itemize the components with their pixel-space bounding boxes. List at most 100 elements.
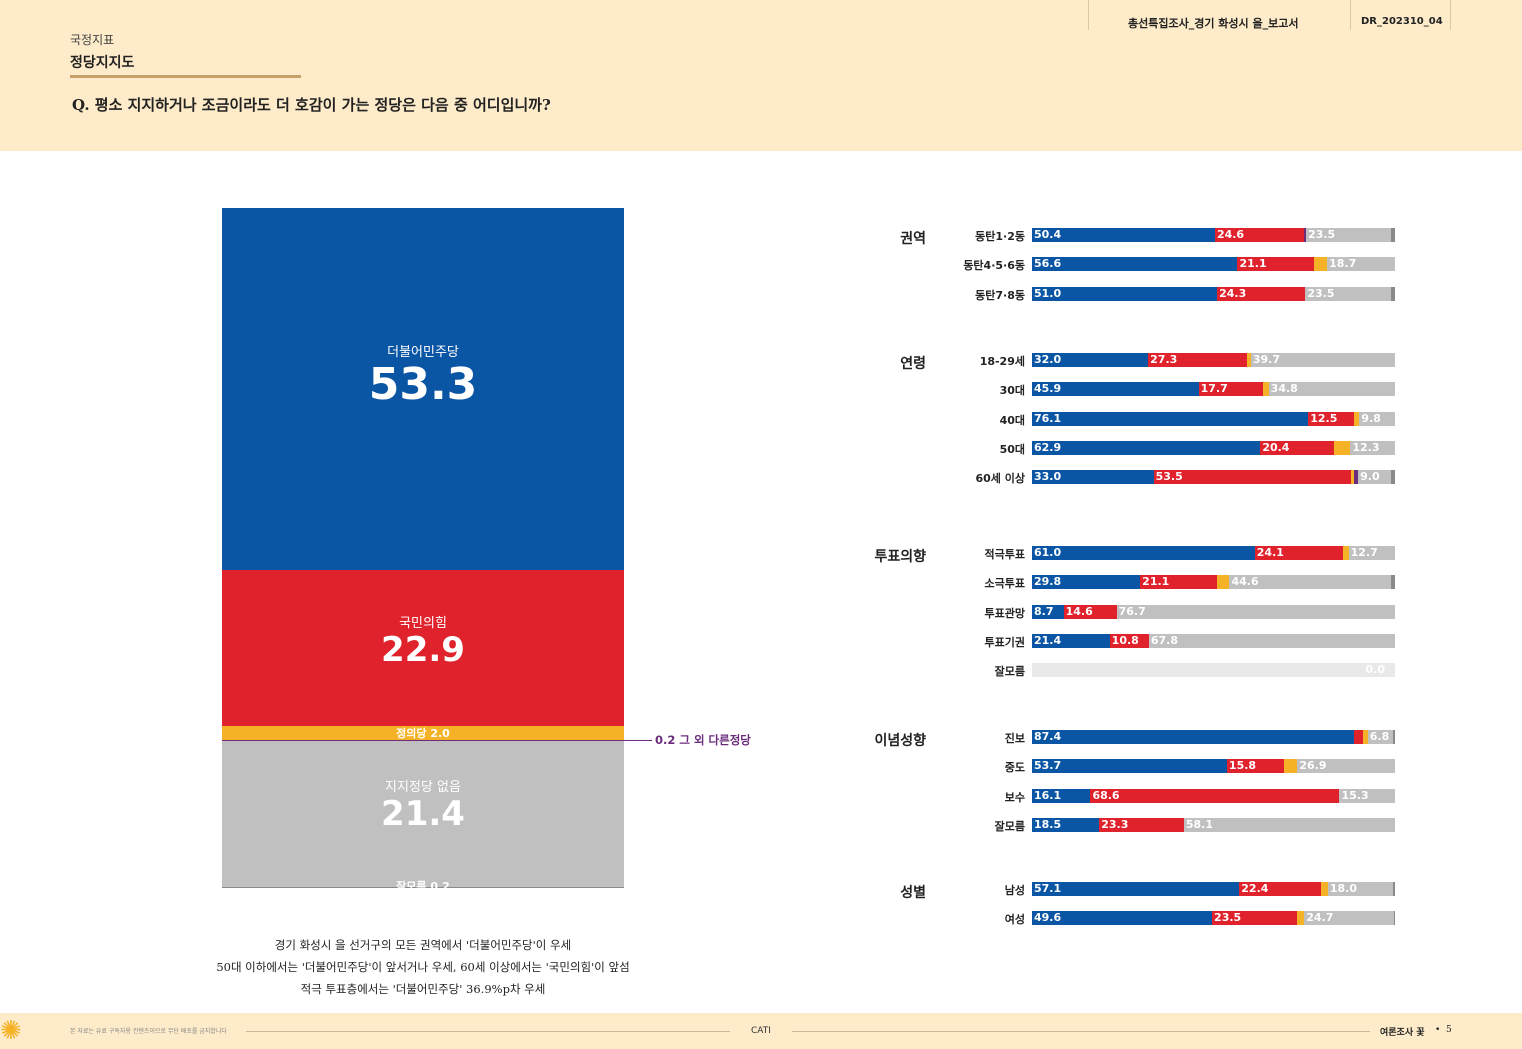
bar-segment-democratic	[1032, 575, 1141, 590]
value-label: 21.1	[1142, 575, 1170, 589]
value-label: 24.7	[1306, 911, 1334, 925]
row-label: 동탄1·2동	[975, 230, 1025, 243]
group-label: 성별	[900, 885, 926, 901]
value-label: 62.9	[1034, 440, 1062, 454]
value-label: 50.4	[1034, 228, 1062, 241]
bar-segment-ppp	[1140, 575, 1217, 590]
value-label: 33.0	[1034, 470, 1062, 484]
value-label: 0.0	[1365, 663, 1386, 677]
bar-segment-democratic	[1032, 470, 1154, 485]
bar-segment-dont-know	[222, 886, 624, 888]
other-party-leader-line	[624, 740, 652, 742]
value-label: 17.7	[1200, 382, 1228, 396]
bar-segment-none	[1250, 353, 1395, 367]
bar-segment-ppp	[1214, 228, 1305, 242]
bar-segment-ppp	[222, 570, 624, 727]
value-label: 32.0	[1034, 353, 1062, 366]
bar-segment-justice	[222, 726, 624, 740]
row-label: 동탄4·5·6동	[963, 259, 1025, 273]
bar-segment-democratic	[1032, 730, 1354, 744]
row-label: 진보	[1004, 732, 1025, 745]
bar-segment-democratic	[222, 208, 624, 571]
segment-value-none: 21.4	[381, 793, 465, 834]
value-label: 21.4	[1034, 633, 1062, 647]
bar-segment-dk	[1392, 730, 1395, 744]
row-stacked-bar: 33.0 53.5 9.0	[1032, 470, 1395, 485]
row-stacked-bar: 49.6 23.5 24.7	[1032, 911, 1395, 926]
header-divider	[1350, 0, 1351, 30]
bar-segment-justice	[1362, 730, 1368, 744]
flower-logo-icon: ✺	[0, 1016, 22, 1046]
value-label: 20.4	[1262, 440, 1290, 454]
footer-rule	[246, 1031, 730, 1032]
segment-name-ppp: 국민의힘	[399, 616, 447, 632]
title-underline	[70, 75, 301, 78]
value-label: 53.7	[1034, 759, 1062, 773]
row-stacked-bar: 32.0 27.3 39.7	[1032, 353, 1395, 367]
bar-segment-none	[1306, 228, 1392, 242]
bar-segment-dk	[1391, 575, 1395, 590]
footer-disclaimer: 본 자료는 유료 구독자용 컨텐츠이므로 무단 배포를 금지합니다	[70, 1028, 227, 1035]
bar-segment-democratic	[1032, 228, 1215, 242]
summary-line: 50대 이하에서는 '더불어민주당'이 앞서거나 우세, 60세 이상에서는 '…	[216, 960, 630, 974]
value-label: 76.1	[1034, 411, 1062, 425]
value-label: 14.6	[1065, 604, 1093, 618]
value-label: 49.6	[1034, 911, 1062, 925]
row-stacked-bar: 45.9 17.7 34.8	[1032, 382, 1395, 397]
bar-segment-democratic	[1032, 911, 1213, 926]
row-stacked-bar: 61.0 24.1 12.7	[1032, 546, 1395, 560]
bar-segment-dk	[1391, 228, 1395, 242]
bar-segment-democratic	[1032, 382, 1199, 397]
value-label: 44.6	[1231, 575, 1259, 589]
row-stacked-bar: 8.7 14.6 76.7	[1032, 604, 1395, 619]
value-label: 29.8	[1034, 575, 1062, 589]
footer-page-number: 5	[1446, 1025, 1452, 1035]
group-label: 권역	[900, 231, 926, 247]
row-label: 적극투표	[984, 548, 1025, 561]
bar-segment-democratic	[1032, 759, 1227, 774]
footer-method: CATI	[751, 1026, 771, 1036]
report-code: DR_202310_04	[1361, 16, 1443, 27]
bar-segment-justice	[1284, 759, 1298, 774]
bar-segment-justice	[1216, 575, 1230, 590]
row-stacked-bar: 57.1 22.4 18.0	[1032, 882, 1395, 896]
row-label: 60세 이상	[975, 472, 1026, 486]
value-label: 87.4	[1034, 730, 1062, 743]
row-label: 남성	[1004, 884, 1025, 897]
row-label: 소극투표	[984, 577, 1025, 591]
row-stacked-bar: 76.1 12.5 9.8	[1032, 411, 1395, 426]
value-label: 9.8	[1361, 411, 1381, 425]
bar-segment-democratic	[1032, 788, 1091, 803]
bar-segment-none	[1359, 411, 1395, 426]
section-label: 국정지표	[70, 33, 115, 47]
value-label: 53.5	[1155, 470, 1183, 484]
row-stacked-bar: 21.4 10.8 67.8	[1032, 633, 1395, 648]
page-title: 정당지지도	[70, 55, 135, 71]
row-label: 여성	[1004, 913, 1025, 927]
value-label: 39.7	[1252, 353, 1281, 366]
bar-segment-ppp	[1063, 604, 1117, 619]
bar-segment-ppp	[1212, 911, 1298, 926]
bar-segment-justice	[1334, 440, 1351, 455]
row-label: 30대	[999, 384, 1025, 398]
value-label: 34.8	[1270, 382, 1298, 396]
row-stacked-bar: 51.0 24.3 23.5	[1032, 286, 1395, 301]
bar-segment-ppp	[1239, 882, 1321, 896]
bar-segment-ppp	[1237, 257, 1315, 272]
bar-segment-ppp	[1308, 411, 1354, 426]
value-label: 15.8	[1228, 759, 1257, 773]
bar-segment-democratic	[1032, 546, 1255, 560]
segment-label-dont-know: 잘모름 0.2	[396, 879, 450, 893]
bar-segment-justice	[1320, 882, 1328, 896]
row-label: 투표기권	[984, 635, 1025, 649]
footer-rule	[792, 1031, 1370, 1032]
value-label: 61.0	[1034, 546, 1062, 559]
value-label: 23.5	[1307, 286, 1335, 300]
bar-segment-dk	[1393, 911, 1395, 926]
value-label: 18.7	[1329, 257, 1357, 271]
row-label: 동탄7·8동	[975, 288, 1025, 302]
survey-question: Q. 평소 지지하거나 조금이라도 더 호감이 가는 정당은 다음 중 어디입니…	[72, 96, 551, 114]
bar-segment-dk	[1390, 286, 1395, 301]
bar-segment-justice	[1342, 546, 1349, 560]
value-label: 18.0	[1329, 882, 1357, 895]
